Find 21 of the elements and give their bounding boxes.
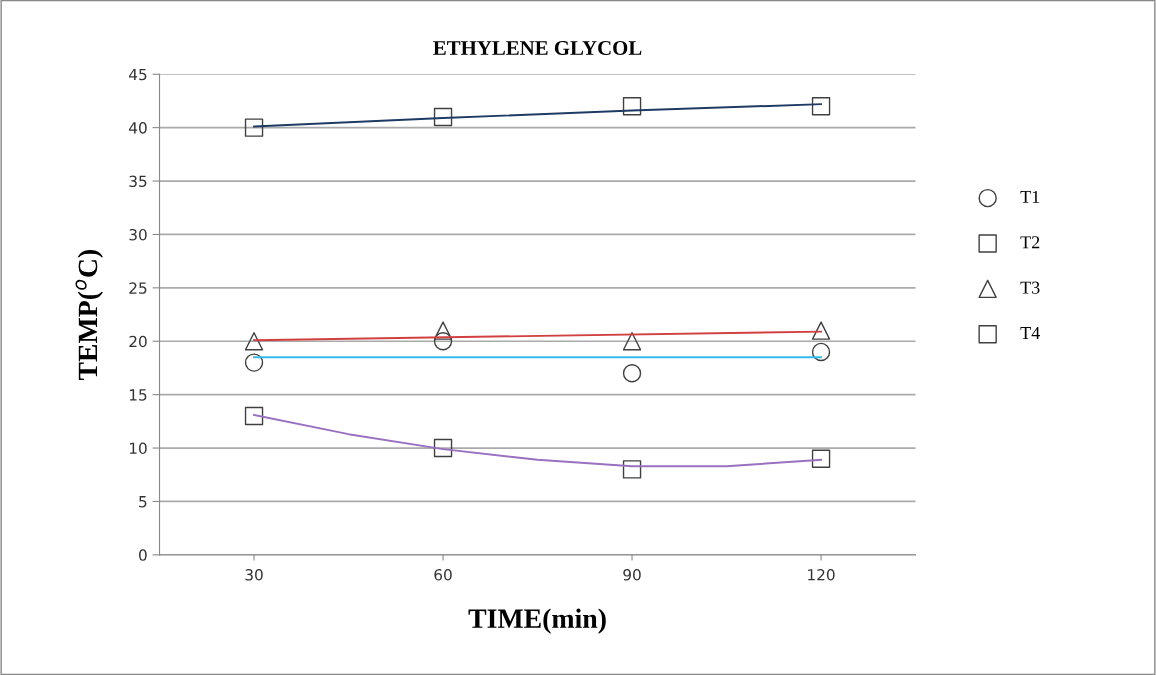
y-tick-label: 5 <box>139 496 147 508</box>
x-axis-title: TIME(min) <box>468 608 606 634</box>
chart-title: ETHYLENE GLYCOL <box>433 41 642 56</box>
x-tick-label: 120 <box>808 569 835 581</box>
x-tick-label: 60 <box>434 569 452 581</box>
legend-label: T2 <box>1020 236 1040 249</box>
y-tick-label: 30 <box>129 228 147 241</box>
y-tick-label: 25 <box>129 282 147 294</box>
legend-label: T3 <box>1020 281 1040 294</box>
legend-label: T4 <box>1020 327 1040 339</box>
x-tick-label: 30 <box>245 569 263 581</box>
y-tick-label: 45 <box>129 68 147 81</box>
legend-label: T1 <box>1020 190 1040 203</box>
y-tick-label: 0 <box>139 549 147 561</box>
y-axis-title: TEMP($^{o}$C) <box>75 250 103 381</box>
y-tick-label: 20 <box>129 335 147 348</box>
y-tick-label: 35 <box>129 175 147 188</box>
y-tick-label: 40 <box>129 122 147 134</box>
y-tick-label: 15 <box>129 389 147 401</box>
y-tick-label: 10 <box>129 442 147 455</box>
x-tick-label: 90 <box>623 569 641 581</box>
